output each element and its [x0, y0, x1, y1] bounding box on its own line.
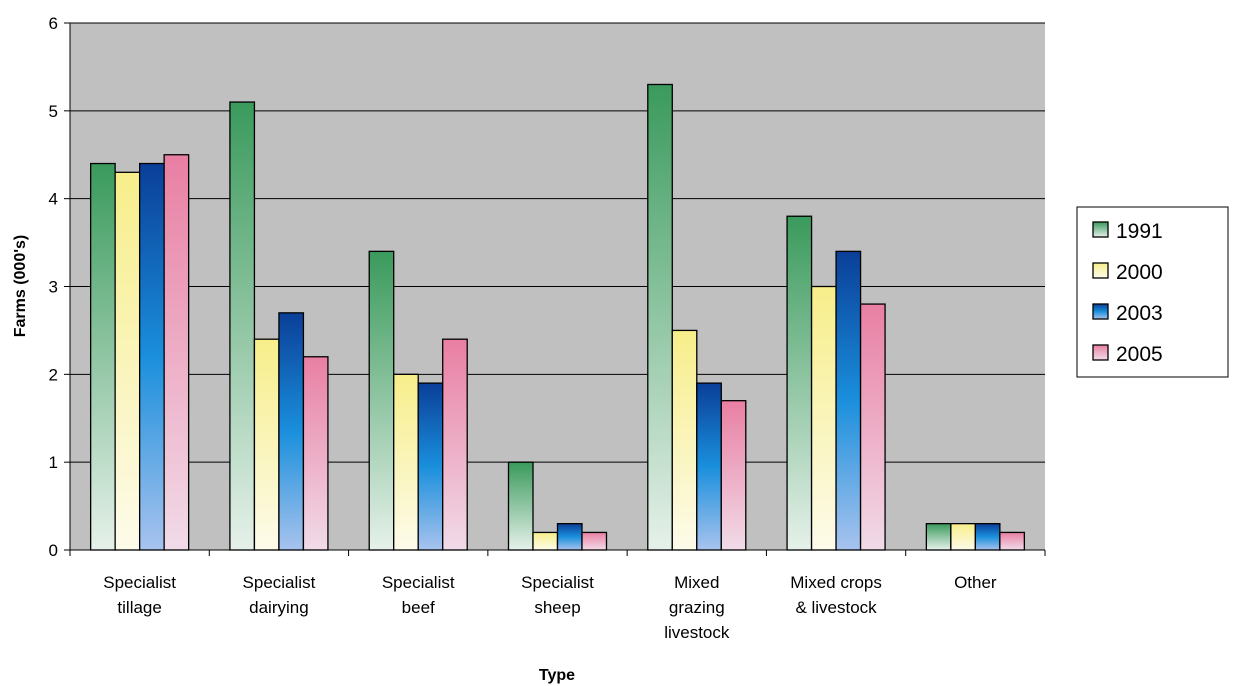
- bar-2003-5: [835, 250, 862, 551]
- x-category-label-line: Specialist: [243, 573, 316, 592]
- y-axis-title: Farms (000's): [12, 235, 29, 338]
- bar-1991-4: [647, 83, 673, 551]
- bar-1991-5: [786, 215, 813, 551]
- x-category-label-line: Specialist: [103, 573, 176, 592]
- bar-2003-3: [556, 523, 583, 551]
- x-category-label-line: Other: [954, 573, 997, 592]
- x-category-label: Specialist dairying: [243, 573, 316, 617]
- legend-swatch-2005: [1092, 344, 1109, 361]
- bar-2000-5: [810, 285, 837, 551]
- bar-1991-0: [89, 162, 116, 551]
- bar-2003-6: [974, 523, 1001, 551]
- x-category-label-line: livestock: [664, 623, 730, 642]
- x-category-label: Specialist sheep: [521, 573, 594, 617]
- x-category-label-line: dairying: [249, 598, 309, 617]
- bar-1991-1: [229, 101, 256, 551]
- x-category-label-line: Specialist: [521, 573, 594, 592]
- bars: [89, 83, 1026, 551]
- bar-2005-1: [302, 356, 329, 551]
- y-tick-label: 2: [49, 365, 58, 384]
- x-category-label-line: tillage: [117, 598, 161, 617]
- y-tick-label: 5: [49, 102, 58, 121]
- bar-2005-2: [442, 338, 468, 551]
- x-category-label-line: beef: [402, 598, 435, 617]
- x-axis-title: Type: [539, 667, 575, 684]
- y-tick-label: 4: [49, 190, 58, 209]
- bar-2000-4: [671, 329, 698, 551]
- bar-2005-6: [999, 531, 1026, 551]
- axes: [64, 22, 1046, 556]
- legend-label: 2000: [1116, 261, 1163, 284]
- bar-2003-0: [138, 162, 165, 551]
- x-category-label-line: Mixed crops: [790, 573, 882, 592]
- bar-2003-4: [696, 382, 722, 551]
- legend-swatch-2000: [1092, 262, 1109, 279]
- bar-2005-4: [720, 400, 747, 551]
- y-tick-label: 0: [49, 541, 58, 560]
- x-category-label: Mixed crops & livestock: [790, 573, 882, 617]
- bar-2000-6: [950, 523, 977, 551]
- bar-2000-2: [393, 373, 419, 551]
- x-category-label: Specialist tillage: [103, 573, 176, 617]
- bar-1991-2: [368, 250, 395, 551]
- bar-2003-1: [278, 312, 305, 551]
- bar-2003-2: [417, 382, 444, 551]
- bar-2000-1: [253, 338, 280, 551]
- x-category-label-line: grazing: [669, 598, 725, 617]
- x-category-label: Mixed grazing livestock: [664, 573, 730, 642]
- x-category-label-line: Mixed: [674, 573, 719, 592]
- y-tick-label: 3: [49, 278, 58, 297]
- legend-swatch-2003: [1092, 303, 1109, 320]
- y-tick-label: 1: [49, 453, 58, 472]
- x-category-label: Other: [954, 573, 997, 592]
- bar-2000-3: [532, 531, 559, 551]
- bar-2005-0: [163, 154, 190, 551]
- x-category-label-line: & livestock: [795, 598, 877, 617]
- x-category-label-line: sheep: [534, 598, 580, 617]
- legend-label: 1991: [1116, 220, 1163, 243]
- bar-2005-5: [859, 303, 886, 551]
- legend: 1991 2000 2003 2005: [1076, 206, 1229, 378]
- x-category-label: Specialist beef: [382, 573, 455, 617]
- bar-2005-3: [581, 531, 608, 551]
- bar-1991-3: [507, 461, 534, 551]
- bar-1991-6: [925, 523, 952, 551]
- bar-2000-0: [114, 171, 141, 551]
- legend-swatch-1991: [1092, 221, 1109, 238]
- legend-label: 2005: [1116, 343, 1163, 366]
- legend-label: 2003: [1116, 302, 1163, 325]
- y-tick-label: 6: [49, 14, 58, 33]
- y-tick-labels: 0 1 2 3 4 5 6: [49, 14, 58, 560]
- x-category-label-line: Specialist: [382, 573, 455, 592]
